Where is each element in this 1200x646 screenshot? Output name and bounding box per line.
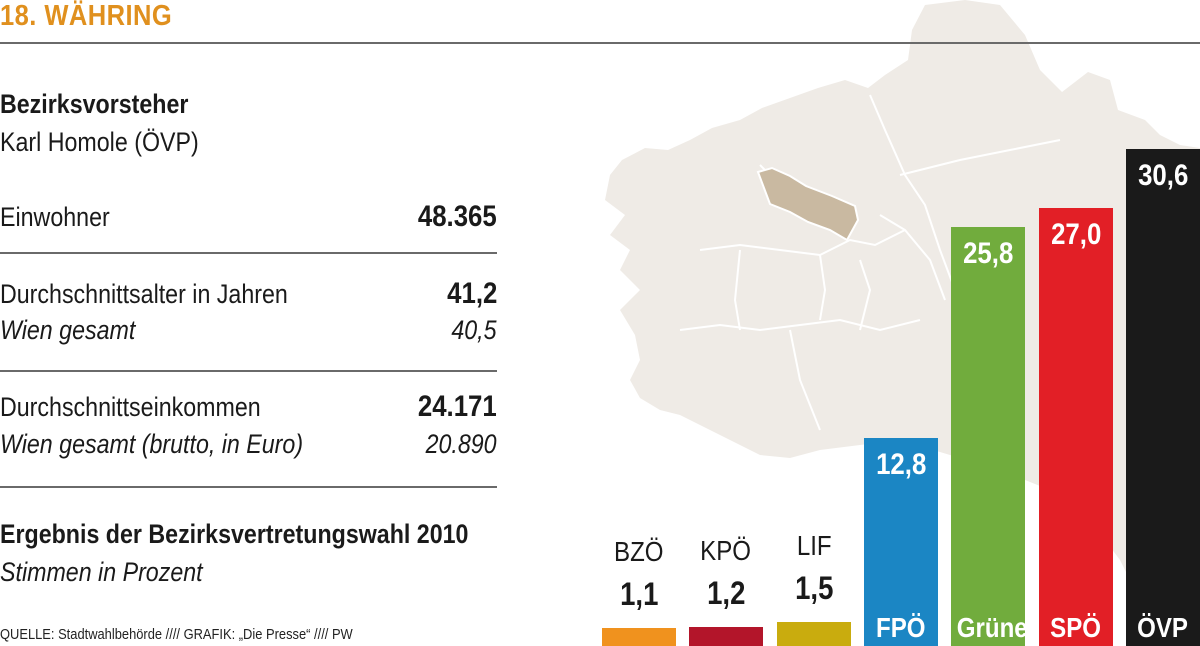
alter-label: Durchschnittsalter in Jahren bbox=[0, 279, 288, 309]
divider-1 bbox=[0, 252, 497, 254]
bar-oevp: 30,6 ÖVP bbox=[1126, 149, 1200, 646]
alter-wien-label: Wien gesamt bbox=[0, 315, 136, 345]
alter-wien-value: 40,5 bbox=[451, 315, 497, 345]
einkommen-value: 24.171 bbox=[418, 390, 497, 423]
bar-label-kpoe: KPÖ bbox=[700, 534, 752, 566]
bar-value-bzoe: 1,1 bbox=[619, 576, 659, 612]
page-title: 18. WÄHRING bbox=[0, 0, 173, 32]
bar-value-oevp: 30,6 bbox=[1137, 159, 1189, 193]
einwohner-value: 48.365 bbox=[418, 200, 497, 233]
einkommen-label: Durchschnittseinkommen bbox=[0, 392, 261, 422]
bar-bzoe bbox=[602, 628, 676, 646]
chart-title: Ergebnis der Bezirksvertretungswahl 2010 bbox=[0, 519, 469, 549]
einwohner-label: Einwohner bbox=[0, 202, 110, 232]
title-divider bbox=[0, 42, 1200, 44]
chart-subtitle: Stimmen in Prozent bbox=[0, 557, 203, 587]
bar-label-fpoe: FPÖ bbox=[876, 611, 926, 643]
bar-label-bzoe: BZÖ bbox=[614, 536, 664, 567]
bar-value-gruene: 25,8 bbox=[962, 237, 1014, 270]
bar-value-spoe: 27,0 bbox=[1050, 217, 1102, 251]
einkommen-wien-value: 20.890 bbox=[425, 429, 497, 459]
einkommen-wien-label: Wien gesamt (brutto, in Euro) bbox=[0, 429, 304, 459]
bar-label-gruene: Grüne bbox=[956, 611, 1028, 643]
bar-kpoe bbox=[689, 626, 763, 646]
bar-fpoe: 12,8 FPÖ bbox=[864, 438, 938, 646]
bar-value-kpoe: 1,2 bbox=[706, 574, 746, 611]
bar-spoe: 27,0 SPÖ bbox=[1039, 207, 1113, 646]
alter-value: 41,2 bbox=[446, 277, 497, 310]
bar-label-lif: LIF bbox=[796, 529, 832, 561]
bar-value-fpoe: 12,8 bbox=[875, 448, 927, 482]
divider-2 bbox=[0, 370, 497, 372]
source-note: QUELLE: Stadtwahlbehörde //// GRAFIK: „D… bbox=[0, 626, 353, 643]
bar-label-spoe: SPÖ bbox=[1050, 611, 1102, 643]
divider-3 bbox=[0, 486, 497, 488]
bar-label-oevp: ÖVP bbox=[1137, 611, 1189, 643]
bar-lif bbox=[777, 621, 851, 646]
bar-gruene: 25,8 Grüne bbox=[951, 227, 1028, 646]
bar-value-lif: 1,5 bbox=[794, 569, 834, 606]
waehring-district-highlight bbox=[756, 166, 860, 242]
bv-heading: Bezirksvorsteher bbox=[0, 89, 189, 119]
bv-name: Karl Homole (ÖVP) bbox=[0, 127, 199, 157]
